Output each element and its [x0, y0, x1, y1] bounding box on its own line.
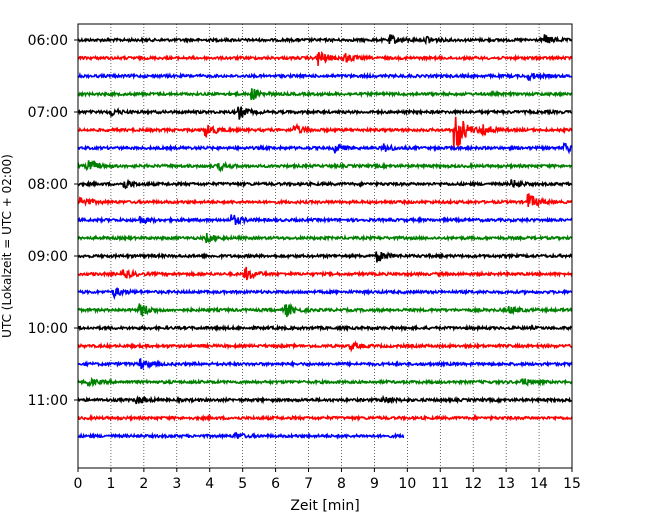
trace-0630 [77, 71, 573, 82]
x-tick-label: 10 [398, 476, 416, 492]
trace-1045 [77, 376, 573, 388]
y-tick-label: 09:00 [28, 249, 68, 265]
trace-0845 [77, 233, 573, 244]
x-tick-label: 14 [530, 476, 548, 492]
trace-1130 [77, 431, 405, 441]
trace-0745 [77, 159, 573, 173]
trace-1100 [77, 394, 572, 405]
y-tick-label: 08:00 [28, 177, 68, 193]
plot-frame [77, 23, 573, 469]
trace-0930 [77, 286, 573, 301]
y-axis-label: UTC (Lokalzeit = UTC + 02:00) [0, 154, 14, 338]
y-tick-label: 10:00 [28, 321, 68, 337]
trace-1015 [77, 340, 573, 353]
trace-1030 [77, 357, 573, 371]
trace-0800 [77, 178, 573, 190]
x-tick-label: 7 [304, 476, 313, 492]
trace-0645 [77, 88, 573, 101]
trace-0945 [77, 302, 573, 318]
trace-0900 [77, 251, 573, 263]
trace-0915 [77, 266, 573, 281]
x-tick-label: 11 [431, 476, 449, 492]
trace-0730 [77, 142, 573, 155]
x-tick-label: 2 [139, 476, 148, 492]
x-tick-label: 13 [497, 476, 515, 492]
trace-1115 [77, 413, 573, 423]
trace-0830 [77, 214, 573, 226]
x-tick-label: 5 [238, 476, 247, 492]
y-tick-label: 07:00 [28, 105, 68, 121]
x-tick-label: 8 [337, 476, 346, 492]
x-tick-label: 1 [106, 476, 115, 492]
x-axis-label: Zeit [min] [290, 498, 359, 514]
y-axis-ticks: 06:00 07:00 08:00 09:00 10:00 11:00 [28, 33, 78, 409]
y-tick-label: 11:00 [28, 393, 68, 409]
x-tick-label: 6 [271, 476, 280, 492]
trace-0615 [77, 50, 573, 66]
x-axis-ticks: 0 1 2 3 4 5 6 7 8 9 10 11 12 13 14 15 [74, 468, 581, 492]
trace-0815 [77, 193, 573, 208]
x-tick-label: 4 [205, 476, 214, 492]
grid-lines [110, 24, 540, 468]
trace-0600 [77, 34, 573, 46]
x-tick-label: 12 [464, 476, 482, 492]
trace-1000 [77, 323, 573, 333]
x-tick-label: 9 [370, 476, 379, 492]
y-tick-label: 06:00 [28, 33, 68, 49]
x-tick-label: 15 [563, 476, 581, 492]
trace-0700 [77, 106, 573, 120]
traces [77, 34, 573, 441]
x-tick-label: 0 [74, 476, 83, 492]
x-tick-label: 3 [172, 476, 181, 492]
trace-0715 [77, 116, 573, 150]
